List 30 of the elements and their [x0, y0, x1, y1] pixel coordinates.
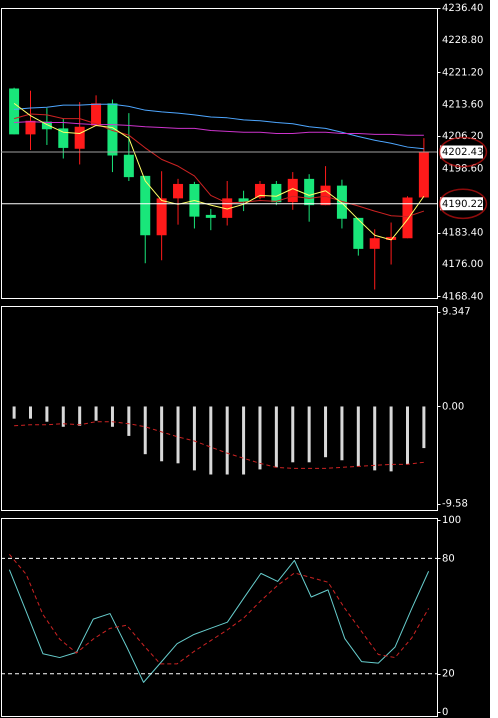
y-tick-label: 80	[442, 553, 455, 564]
candlestick	[370, 228, 380, 290]
line-series	[8, 554, 430, 664]
ref-line-label: 4190.22	[442, 198, 484, 210]
y-tick-label: 0.00	[442, 401, 464, 412]
y-tick-label: 4176.00	[442, 259, 484, 270]
line-series	[8, 560, 430, 683]
y-tick-label: 9.347	[442, 306, 471, 318]
candlestick	[58, 118, 68, 160]
line-series	[14, 421, 424, 469]
y-tick-label: 4228.80	[442, 35, 484, 46]
y-tick-label: 20	[442, 668, 455, 680]
candlestick	[26, 90, 36, 151]
y-tick-label: 100	[442, 514, 462, 526]
y-tick-label: 4198.60	[442, 163, 484, 174]
y-tick-label: 4183.40	[442, 228, 484, 239]
ref-line-label: 4202.43	[442, 147, 484, 158]
line-series	[14, 104, 424, 150]
candlestick	[254, 180, 265, 200]
candlestick	[206, 208, 216, 231]
y-tick-label: 4221.20	[442, 67, 484, 78]
y-tick-label: 0	[442, 707, 448, 718]
y-tick-label: 4213.60	[442, 100, 484, 111]
y-tick-label: 4168.40	[442, 291, 484, 302]
y-tick-label: 4236.40	[442, 3, 484, 14]
line-series	[14, 102, 424, 240]
candlestick	[74, 102, 85, 165]
y-tick-label: -9.58	[442, 498, 468, 510]
candlestick	[124, 112, 134, 182]
candlestick	[173, 178, 184, 226]
